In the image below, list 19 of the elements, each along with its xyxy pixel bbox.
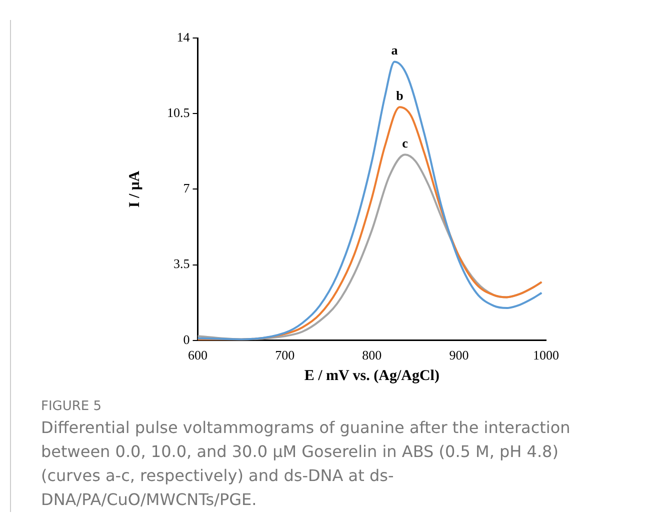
y-tick-label: 3.5 (174, 256, 190, 272)
line-series (198, 60, 543, 340)
x-tick-label: 700 (275, 348, 295, 363)
x-axis-title: E / mV vs. (Ag/AgCl) (304, 368, 440, 384)
text: Differential pulse voltammograms of guanine after the interaction between 0.0, 10.0, and 30.0 μM Goserelin in ABS (0.5 M, pH 4.8) (curves a-c, respectively) and ds-DNA at ds-DNA/PA/CuO/MWCNTs/PGE. (41, 417, 572, 511)
y-tick-label: 10.5 (167, 105, 190, 120)
series-label: a (391, 42, 398, 58)
series-label: b (396, 88, 404, 103)
y-tick-label: 7 (183, 180, 190, 196)
y-axis-title: I / μA (126, 170, 143, 208)
x-tick-label: 900 (449, 348, 469, 363)
x-tick-label: 600 (188, 348, 208, 363)
x-tick-label: 1000 (533, 348, 559, 363)
y-tick-label: 0 (183, 332, 190, 347)
line-series (198, 106, 543, 340)
text: FIGURE 5 (41, 399, 103, 414)
series-label: c (402, 136, 408, 150)
x-tick-label: 800 (362, 348, 382, 363)
y-tick-label: 14 (176, 29, 190, 44)
